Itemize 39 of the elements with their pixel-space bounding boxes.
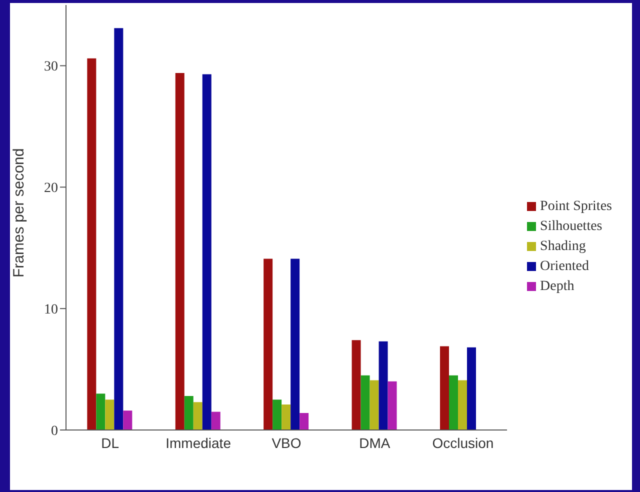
legend-label: Oriented bbox=[540, 258, 590, 274]
legend-label: Point Sprites bbox=[540, 198, 612, 214]
bar bbox=[123, 410, 132, 430]
bar bbox=[388, 381, 397, 430]
bar bbox=[96, 394, 106, 430]
x-tick-label: DL bbox=[101, 434, 120, 451]
x-tick-label: Occlusion bbox=[432, 434, 494, 451]
bar bbox=[202, 74, 212, 430]
legend-label: Shading bbox=[540, 238, 586, 254]
x-tick-label: Immediate bbox=[166, 434, 232, 451]
legend-label: Depth bbox=[540, 278, 574, 294]
bar bbox=[352, 340, 361, 430]
x-tick-label: VBO bbox=[272, 434, 302, 451]
bar bbox=[264, 258, 273, 430]
y-tick-label: 0 bbox=[51, 424, 58, 439]
bar bbox=[290, 258, 300, 430]
bar bbox=[458, 380, 467, 430]
bar bbox=[175, 73, 184, 430]
bar bbox=[448, 375, 458, 430]
bar bbox=[440, 346, 449, 430]
y-axis-title: Frames per second bbox=[10, 148, 28, 278]
bar bbox=[193, 402, 202, 430]
bar bbox=[114, 28, 124, 430]
bar bbox=[272, 400, 282, 430]
bar bbox=[300, 413, 309, 430]
bar bbox=[211, 412, 220, 430]
y-tick-label: 10 bbox=[44, 302, 58, 318]
bar bbox=[370, 380, 379, 430]
bar bbox=[378, 341, 388, 430]
x-tick-label: DMA bbox=[359, 434, 391, 451]
y-tick-label: 30 bbox=[44, 60, 58, 75]
y-tick-label: 20 bbox=[44, 181, 58, 196]
bar bbox=[466, 347, 476, 430]
bar bbox=[282, 404, 291, 430]
bar bbox=[184, 396, 194, 430]
bar bbox=[105, 400, 114, 430]
legend-label: Silhouettes bbox=[540, 218, 602, 234]
bar bbox=[87, 58, 96, 430]
bar bbox=[360, 375, 370, 430]
